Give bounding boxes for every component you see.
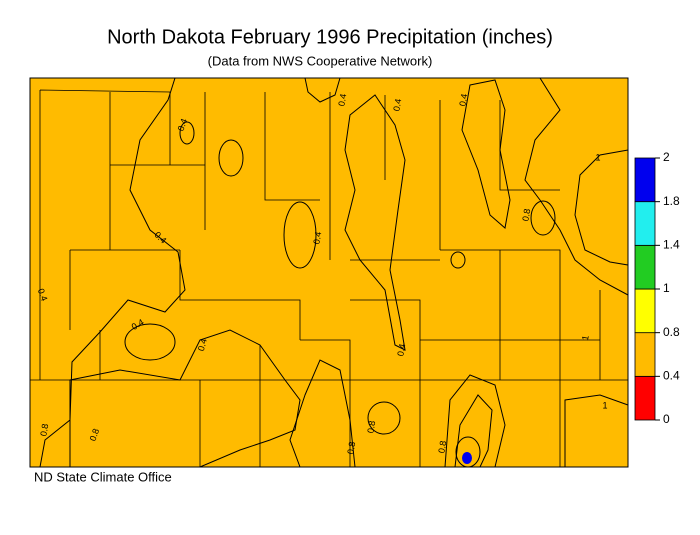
legend-band bbox=[634, 157, 656, 203]
legend-band bbox=[634, 288, 656, 334]
legend-label: 1 bbox=[663, 281, 670, 295]
contour-label: 1 bbox=[580, 335, 591, 342]
zone-red bbox=[29, 77, 186, 468]
legend-label: 1.4 bbox=[663, 238, 680, 252]
zone-red bbox=[344, 94, 406, 351]
zone-red bbox=[283, 201, 317, 269]
zone-yellow bbox=[124, 323, 176, 361]
legend: 0 0.4 0.8 1 1.4 1.8 2 bbox=[634, 150, 680, 426]
credit: ND State Climate Office bbox=[34, 469, 172, 484]
title: North Dakota February 1996 Precipitation… bbox=[107, 26, 553, 48]
zone-yellow bbox=[450, 251, 466, 269]
legend-band bbox=[634, 375, 656, 421]
contour-label: 0.8 bbox=[436, 440, 448, 454]
zone-green bbox=[574, 149, 629, 266]
contour-label: 0.4 bbox=[36, 287, 50, 302]
legend-band bbox=[634, 244, 656, 290]
zone-red bbox=[461, 79, 511, 229]
legend-band bbox=[634, 201, 656, 246]
contour-label: 0.8 bbox=[520, 208, 532, 222]
zone-green bbox=[530, 200, 556, 236]
contour-label: 0.4 bbox=[391, 98, 403, 112]
contour-label: 0.4 bbox=[457, 93, 469, 107]
legend-label: 0.4 bbox=[663, 369, 680, 383]
zone-yellow bbox=[179, 121, 195, 145]
contour-label: 1 bbox=[595, 152, 600, 162]
county-lines bbox=[30, 89, 628, 467]
legend-label: 0 bbox=[663, 412, 670, 426]
map-border bbox=[29, 77, 629, 468]
zone-red bbox=[69, 329, 301, 468]
legend-label: 0.8 bbox=[663, 325, 680, 339]
contour-label: 1 bbox=[602, 400, 607, 410]
contour-label: 0.4 bbox=[311, 231, 323, 245]
contour-label: 0.8 bbox=[365, 420, 377, 434]
contour-label: 0.8 bbox=[38, 423, 50, 437]
zone-yellow bbox=[367, 401, 401, 435]
legend-label: 1.8 bbox=[663, 194, 680, 208]
zone-red bbox=[289, 359, 356, 468]
subtitle: (Data from NWS Cooperative Network) bbox=[208, 53, 433, 68]
contour-label: 0.4 bbox=[336, 93, 348, 107]
map: 0.40.4 0.4 0.40.40.40.40.40.40.40.80.80.80… bbox=[29, 77, 629, 468]
contour-label: 0.8 bbox=[88, 427, 102, 442]
zone-blue bbox=[462, 452, 472, 464]
map-background bbox=[30, 78, 628, 467]
contour-label: 0.4 bbox=[196, 337, 209, 352]
legend-band bbox=[634, 332, 656, 377]
contour-labels: 0.40.4 0.4 0.40.40.40.40.40.40.40.80.80.80… bbox=[36, 93, 608, 455]
contour-label: 0.4 bbox=[395, 343, 407, 357]
legend-label: 2 bbox=[663, 150, 670, 164]
contour-label: 0.8 bbox=[345, 441, 357, 455]
zone-red bbox=[218, 139, 244, 177]
zone-orange bbox=[30, 280, 40, 400]
contour-label: 0.4 bbox=[176, 117, 190, 132]
